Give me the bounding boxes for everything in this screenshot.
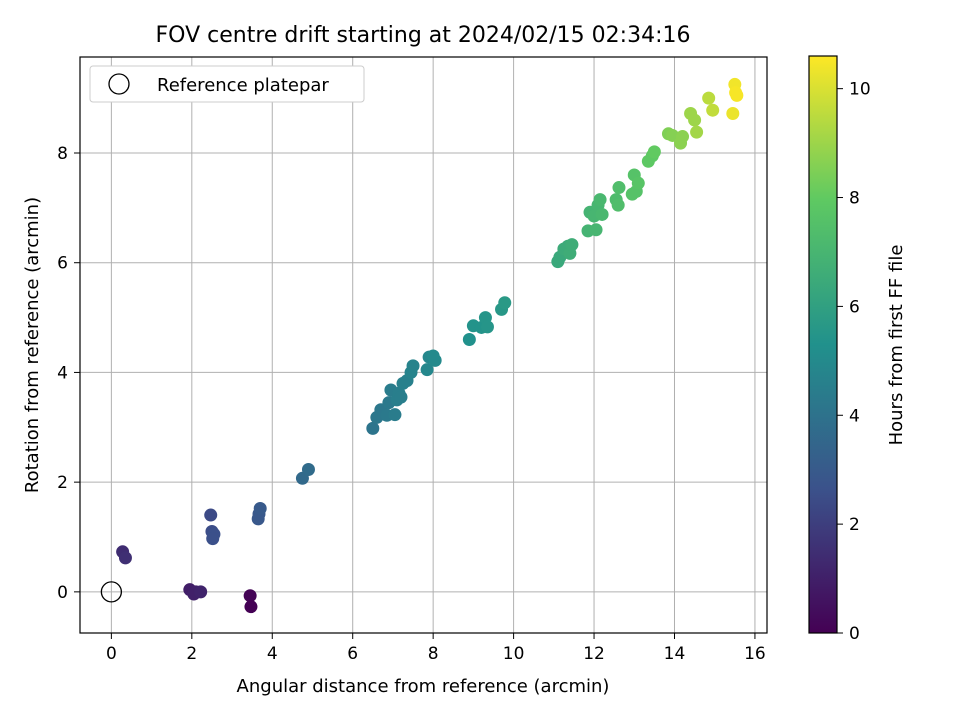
x-tick-label: 14 bbox=[664, 644, 686, 664]
legend: Reference platepar bbox=[89, 65, 365, 103]
y-tick-label: 8 bbox=[57, 144, 68, 164]
x-tick-label: 4 bbox=[267, 644, 278, 664]
colorbar-label: Hours from first FF file bbox=[886, 245, 907, 446]
colorbar: 0 2 4 6 8 10 Hours from first FF file bbox=[808, 55, 907, 644]
data-point bbox=[194, 585, 208, 599]
data-point bbox=[243, 589, 257, 603]
x-tick-label: 0 bbox=[106, 644, 117, 664]
colorbar-tick-label: 0 bbox=[849, 624, 860, 644]
data-point bbox=[253, 501, 267, 515]
data-point bbox=[706, 103, 720, 117]
data-point bbox=[665, 128, 679, 142]
y-tick-label: 6 bbox=[57, 254, 68, 274]
data-point bbox=[631, 176, 645, 190]
y-tick-label: 4 bbox=[57, 363, 68, 383]
data-point bbox=[498, 296, 512, 310]
data-point bbox=[612, 181, 626, 195]
y-tick-label: 2 bbox=[57, 473, 68, 493]
colorbar-tick-label: 10 bbox=[849, 80, 871, 100]
data-point bbox=[589, 223, 603, 237]
reference-platepar-marker bbox=[100, 581, 123, 603]
data-point bbox=[676, 130, 690, 144]
data-point bbox=[688, 113, 702, 127]
colorbar-tick-label: 2 bbox=[849, 515, 860, 535]
colorbar-gradient bbox=[809, 56, 837, 633]
data-point bbox=[730, 88, 744, 102]
data-point bbox=[301, 463, 315, 477]
data-point bbox=[480, 320, 494, 334]
legend-label-reference: Reference platepar bbox=[157, 75, 329, 96]
x-tick-label: 10 bbox=[503, 644, 525, 664]
data-point bbox=[647, 145, 661, 159]
colorbar-frame bbox=[808, 55, 838, 634]
data-point bbox=[690, 125, 704, 139]
data-point bbox=[726, 107, 740, 121]
data-point bbox=[702, 91, 716, 105]
x-tick-label: 6 bbox=[347, 644, 358, 664]
x-tick-label: 2 bbox=[186, 644, 197, 664]
y-axis-label: Rotation from reference (arcmin) bbox=[22, 197, 43, 493]
x-tick-label: 16 bbox=[744, 644, 766, 664]
data-point bbox=[366, 421, 380, 435]
colorbar-tick-label: 6 bbox=[849, 297, 860, 317]
data-point bbox=[388, 408, 402, 422]
y-tick-label: 0 bbox=[57, 583, 68, 603]
data-point bbox=[565, 238, 579, 252]
x-axis-label: Angular distance from reference (arcmin) bbox=[237, 676, 610, 697]
data-point bbox=[428, 353, 442, 367]
data-point bbox=[118, 551, 132, 565]
legend-box bbox=[89, 65, 365, 103]
data-point bbox=[204, 508, 218, 522]
axis-ticks: 0 2 4 6 8 10 12 14 16 0 2 4 6 8 bbox=[57, 144, 766, 664]
data-point bbox=[206, 532, 220, 546]
colorbar-ticks: 0 2 4 6 8 10 bbox=[837, 80, 871, 644]
x-tick-label: 12 bbox=[583, 644, 605, 664]
data-point bbox=[462, 333, 476, 347]
data-point bbox=[593, 193, 607, 207]
legend-marker-reference bbox=[108, 73, 130, 95]
data-point bbox=[595, 207, 609, 221]
colorbar-tick-label: 4 bbox=[849, 406, 860, 426]
data-point bbox=[611, 198, 625, 212]
colorbar-tick-label: 8 bbox=[849, 189, 860, 209]
data-point bbox=[406, 359, 420, 373]
x-tick-label: 8 bbox=[428, 644, 439, 664]
data-points bbox=[100, 77, 744, 614]
data-point bbox=[420, 363, 434, 377]
data-point bbox=[244, 600, 258, 614]
chart-title: FOV centre drift starting at 2024/02/15 … bbox=[156, 23, 691, 48]
data-point bbox=[394, 390, 408, 404]
plot-frame bbox=[79, 56, 768, 634]
grid-lines bbox=[80, 57, 767, 633]
